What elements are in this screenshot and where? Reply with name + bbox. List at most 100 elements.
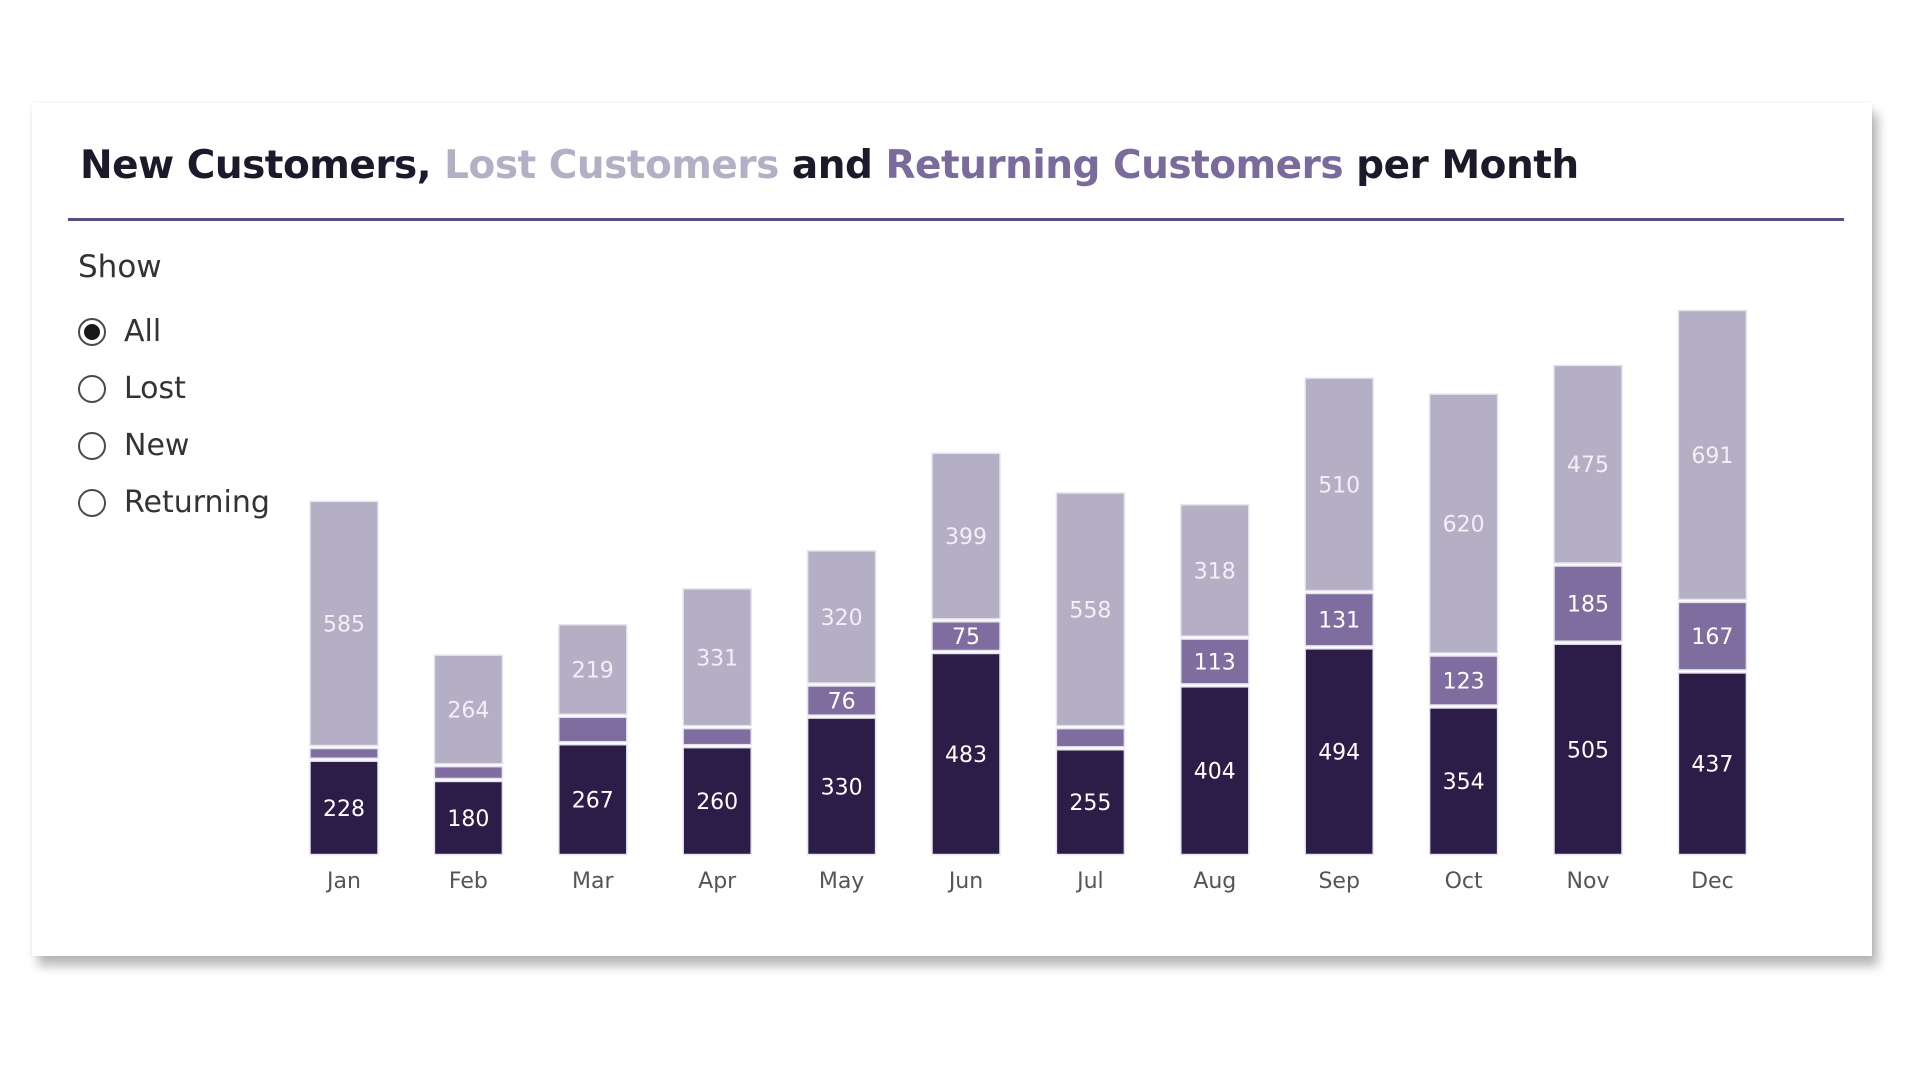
x-tick-label-may: May xyxy=(819,869,864,894)
x-tick-label-sep: Sep xyxy=(1318,869,1359,894)
bar-lost-sep[interactable] xyxy=(1304,377,1374,592)
data-label-new-feb: 180 xyxy=(447,807,489,832)
data-label-lost-apr: 331 xyxy=(696,646,738,671)
bar-returning-sep[interactable] xyxy=(1304,592,1374,647)
title-new-customers: New Customers, xyxy=(80,143,432,188)
x-tick-label-apr: Apr xyxy=(698,869,737,894)
data-label-new-jul: 255 xyxy=(1069,791,1111,816)
bar-lost-dec[interactable] xyxy=(1677,309,1748,601)
bar-lost-jun[interactable] xyxy=(931,452,1001,620)
radio-option-all[interactable]: All xyxy=(78,303,270,360)
bar-lost-apr[interactable] xyxy=(682,588,752,727)
bar-new-jun[interactable] xyxy=(931,652,1001,856)
data-label-new-aug: 404 xyxy=(1194,760,1236,785)
bar-returning-mar[interactable] xyxy=(558,716,628,743)
data-label-lost-dec: 691 xyxy=(1691,444,1733,469)
radio-option-new[interactable]: New xyxy=(78,417,270,474)
bar-lost-jul[interactable] xyxy=(1055,492,1126,727)
x-tick-label-nov: Nov xyxy=(1567,869,1610,894)
bar-returning-jun[interactable] xyxy=(931,621,1001,652)
x-tick-label-feb: Feb xyxy=(449,869,488,894)
data-label-new-jan: 228 xyxy=(323,797,365,822)
data-label-new-nov: 505 xyxy=(1567,738,1609,763)
radio-selected-dot xyxy=(84,323,100,340)
data-label-lost-oct: 620 xyxy=(1443,513,1485,538)
x-tick-label-jul: Jul xyxy=(1075,869,1104,894)
bar-new-aug[interactable] xyxy=(1180,686,1250,856)
bar-lost-feb[interactable] xyxy=(433,654,504,765)
x-tick-label-aug: Aug xyxy=(1193,869,1236,894)
data-label-returning-jun: 75 xyxy=(952,625,980,650)
title-and: and xyxy=(791,143,873,188)
bar-lost-jan[interactable] xyxy=(309,500,379,747)
radio-button-lost[interactable] xyxy=(78,374,106,403)
title-lost-customers: Lost Customers xyxy=(444,143,779,188)
data-label-new-oct: 354 xyxy=(1443,770,1485,795)
bar-returning-nov[interactable] xyxy=(1553,565,1623,642)
bar-new-nov[interactable] xyxy=(1553,643,1623,856)
radio-option-returning[interactable]: Returning xyxy=(78,474,270,531)
data-label-returning-oct: 123 xyxy=(1443,669,1485,694)
radio-button-all[interactable] xyxy=(78,317,106,346)
bar-returning-jan[interactable] xyxy=(309,747,379,759)
bar-new-oct[interactable] xyxy=(1428,707,1499,856)
bar-returning-aug[interactable] xyxy=(1180,638,1250,685)
x-tick-label-mar: Mar xyxy=(572,869,614,894)
bar-new-feb[interactable] xyxy=(433,780,504,856)
stacked-bar-chart: 228 585 Jan 180 264 Feb 267 219 Mar 260 331 Apr 330 7… xyxy=(309,309,1748,894)
bar-new-jul[interactable] xyxy=(1055,749,1126,856)
radio-label-returning[interactable]: Returning xyxy=(124,485,270,520)
bar-new-jan[interactable] xyxy=(309,760,379,856)
data-label-lost-mar: 219 xyxy=(572,659,614,684)
radio-option-lost[interactable]: Lost xyxy=(78,360,270,417)
data-label-lost-jul: 558 xyxy=(1069,598,1111,623)
radio-button-returning[interactable] xyxy=(78,488,106,517)
x-tick-label-dec: Dec xyxy=(1691,869,1734,894)
bar-returning-may[interactable] xyxy=(806,685,877,716)
x-tick-label-jun: Jun xyxy=(947,869,983,894)
bar-lost-mar[interactable] xyxy=(558,624,628,716)
data-label-lost-nov: 475 xyxy=(1567,453,1609,478)
data-label-returning-sep: 131 xyxy=(1318,609,1360,634)
bar-new-sep[interactable] xyxy=(1304,648,1374,856)
data-label-lost-may: 320 xyxy=(821,606,863,631)
bar-new-dec[interactable] xyxy=(1677,672,1748,856)
bar-lost-aug[interactable] xyxy=(1180,504,1250,637)
radio-button-new[interactable] xyxy=(78,431,106,460)
title-divider xyxy=(68,218,1844,221)
data-label-returning-may: 76 xyxy=(828,690,856,715)
data-label-new-sep: 494 xyxy=(1318,741,1360,766)
radio-label-new[interactable]: New xyxy=(124,428,190,463)
x-tick-label-jan: Jan xyxy=(325,869,361,894)
data-label-lost-aug: 318 xyxy=(1194,559,1236,584)
data-label-new-dec: 437 xyxy=(1691,753,1733,778)
data-label-new-mar: 267 xyxy=(572,789,614,814)
show-filter-label: Show xyxy=(78,249,162,285)
data-label-lost-feb: 264 xyxy=(447,698,489,723)
data-label-new-may: 330 xyxy=(821,775,863,800)
bar-lost-nov[interactable] xyxy=(1553,364,1623,564)
bar-lost-may[interactable] xyxy=(806,550,877,684)
bar-returning-feb[interactable] xyxy=(433,765,504,780)
show-filter-radio-group: All Lost New Returning xyxy=(78,303,270,531)
data-label-new-jun: 483 xyxy=(945,743,987,768)
data-label-lost-jun: 399 xyxy=(945,525,987,550)
data-label-returning-aug: 113 xyxy=(1194,650,1236,675)
data-label-new-apr: 260 xyxy=(696,790,738,815)
data-label-returning-nov: 185 xyxy=(1567,593,1609,618)
data-label-lost-jan: 585 xyxy=(323,612,365,637)
bar-new-apr[interactable] xyxy=(682,746,752,856)
bar-returning-oct[interactable] xyxy=(1428,655,1499,706)
title-per-month: per Month xyxy=(1356,143,1579,188)
bar-returning-dec[interactable] xyxy=(1677,601,1748,671)
chart-title: New Customers, Lost Customers and Return… xyxy=(80,143,1579,188)
radio-label-lost[interactable]: Lost xyxy=(124,371,186,406)
bar-lost-oct[interactable] xyxy=(1428,393,1499,654)
data-label-returning-dec: 167 xyxy=(1691,625,1733,650)
bar-new-may[interactable] xyxy=(806,717,877,856)
bar-new-mar[interactable] xyxy=(558,743,628,856)
title-returning-customers: Returning Customers xyxy=(885,143,1344,188)
radio-label-all[interactable]: All xyxy=(124,314,162,349)
bar-returning-jul[interactable] xyxy=(1055,727,1126,748)
bar-returning-apr[interactable] xyxy=(682,727,752,746)
